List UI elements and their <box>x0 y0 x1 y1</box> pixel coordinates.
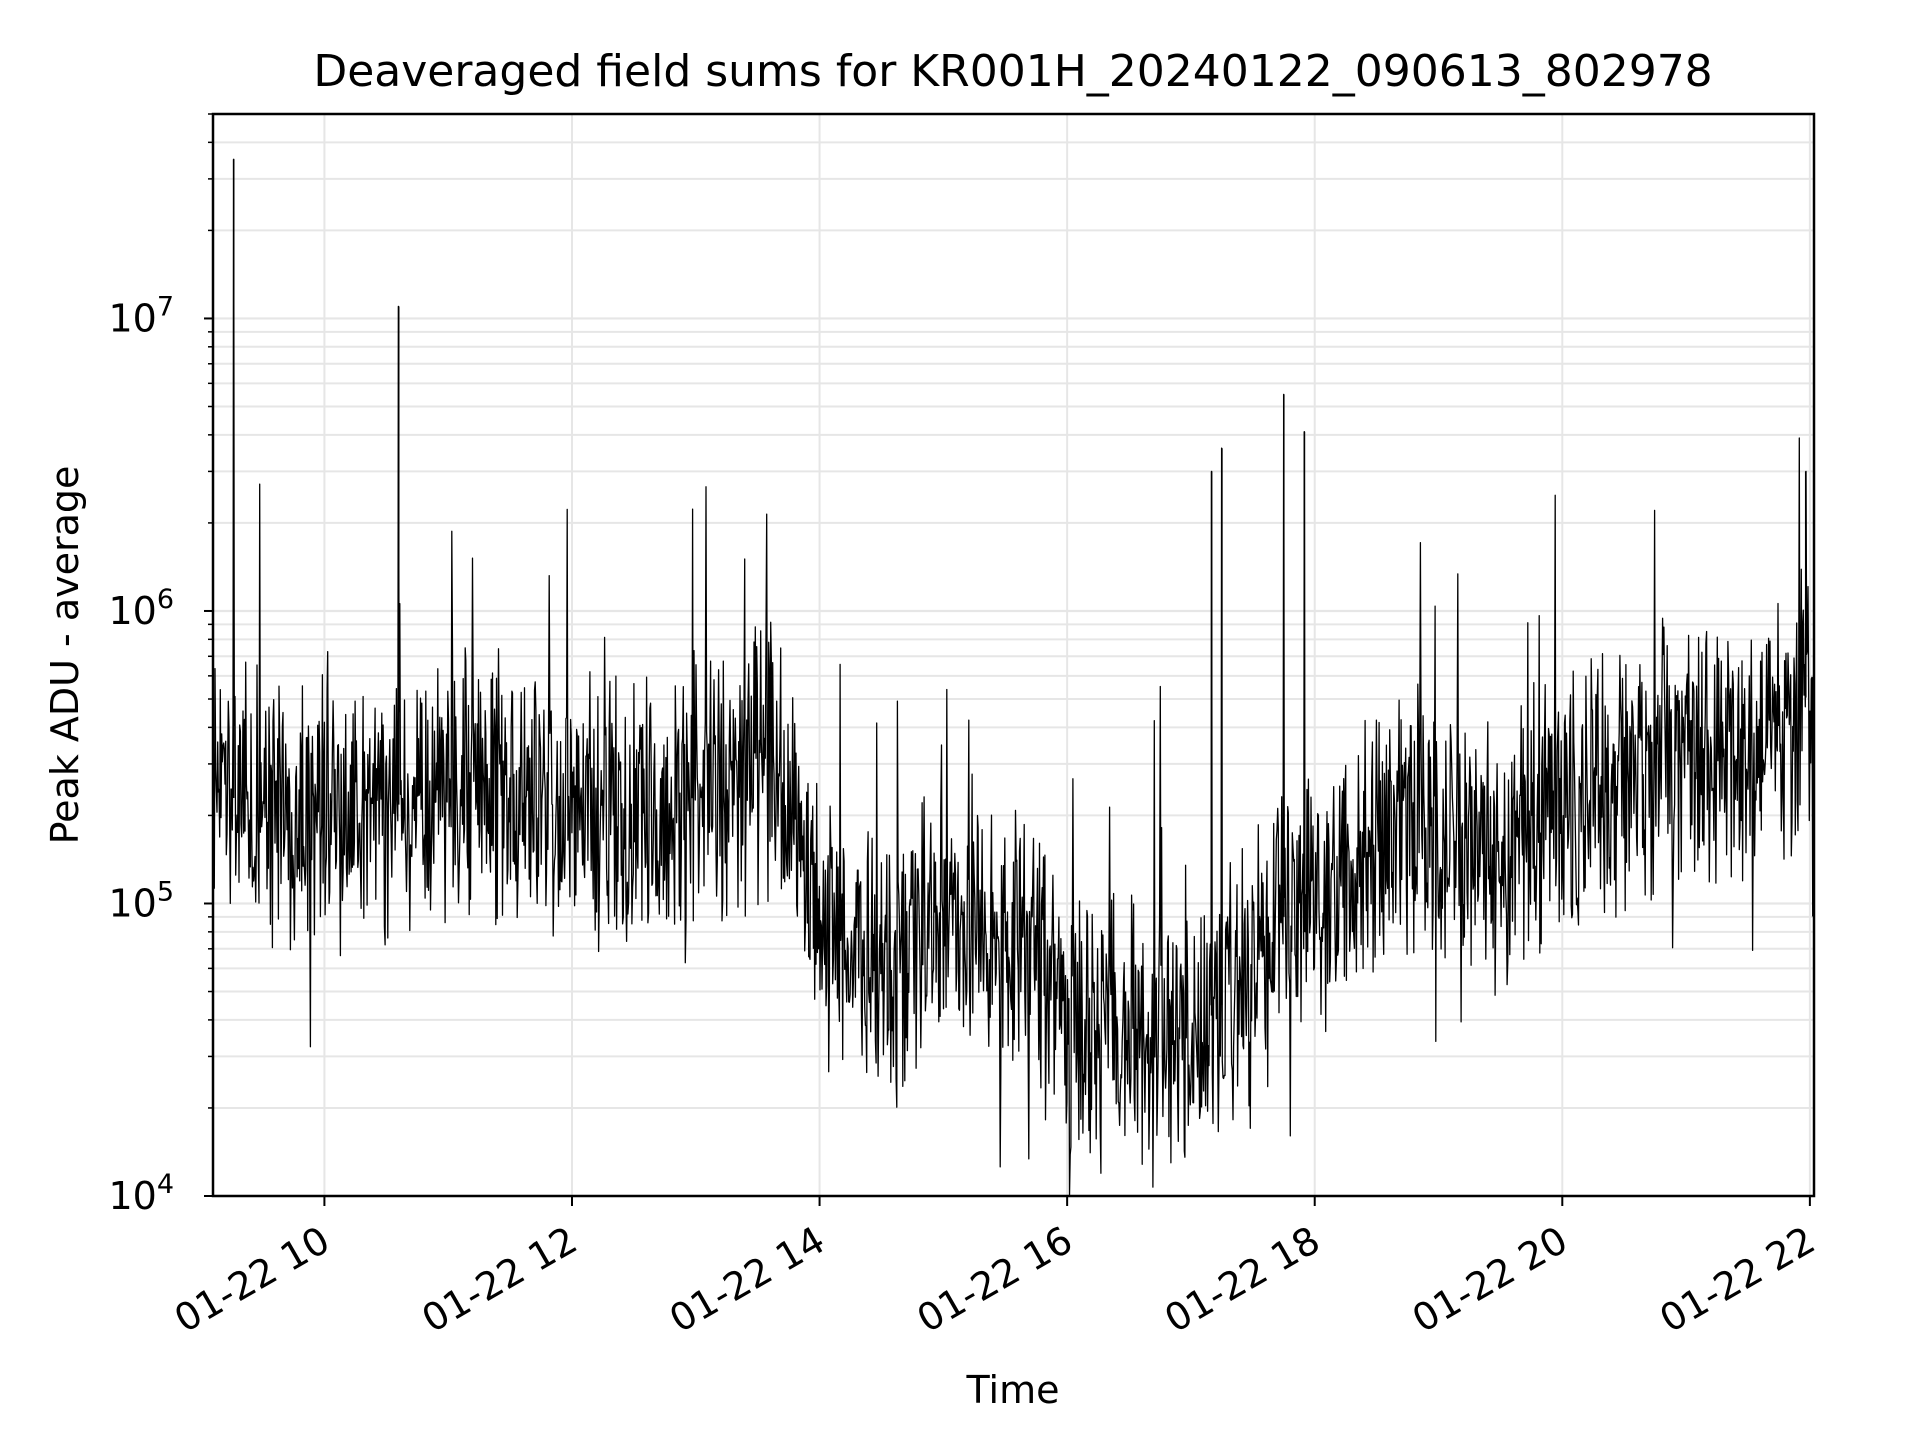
x-tick-label: 01-22 14 <box>662 1218 832 1342</box>
series-line <box>213 158 1814 1196</box>
x-tick-label: 01-22 12 <box>415 1218 585 1342</box>
x-tick-label: 01-22 22 <box>1652 1218 1822 1342</box>
x-tick-label: 01-22 10 <box>167 1218 337 1342</box>
chart-title: Deaveraged field sums for KR001H_2024012… <box>313 46 1712 97</box>
y-axis-label: Peak ADU - average <box>43 466 87 845</box>
x-tick-label: 01-22 16 <box>910 1218 1080 1342</box>
y-tick-label: 105 <box>108 876 174 925</box>
plot-frame <box>211 112 1816 1198</box>
y-tick-label: 104 <box>108 1169 174 1218</box>
x-tick-label: 01-22 18 <box>1157 1218 1327 1342</box>
x-tick-label: 01-22 20 <box>1405 1218 1575 1342</box>
x-axis-label: Time <box>966 1368 1060 1412</box>
data-layer <box>213 158 1814 1196</box>
y-tick-label: 107 <box>108 291 174 340</box>
y-tick-label: 106 <box>108 584 174 633</box>
